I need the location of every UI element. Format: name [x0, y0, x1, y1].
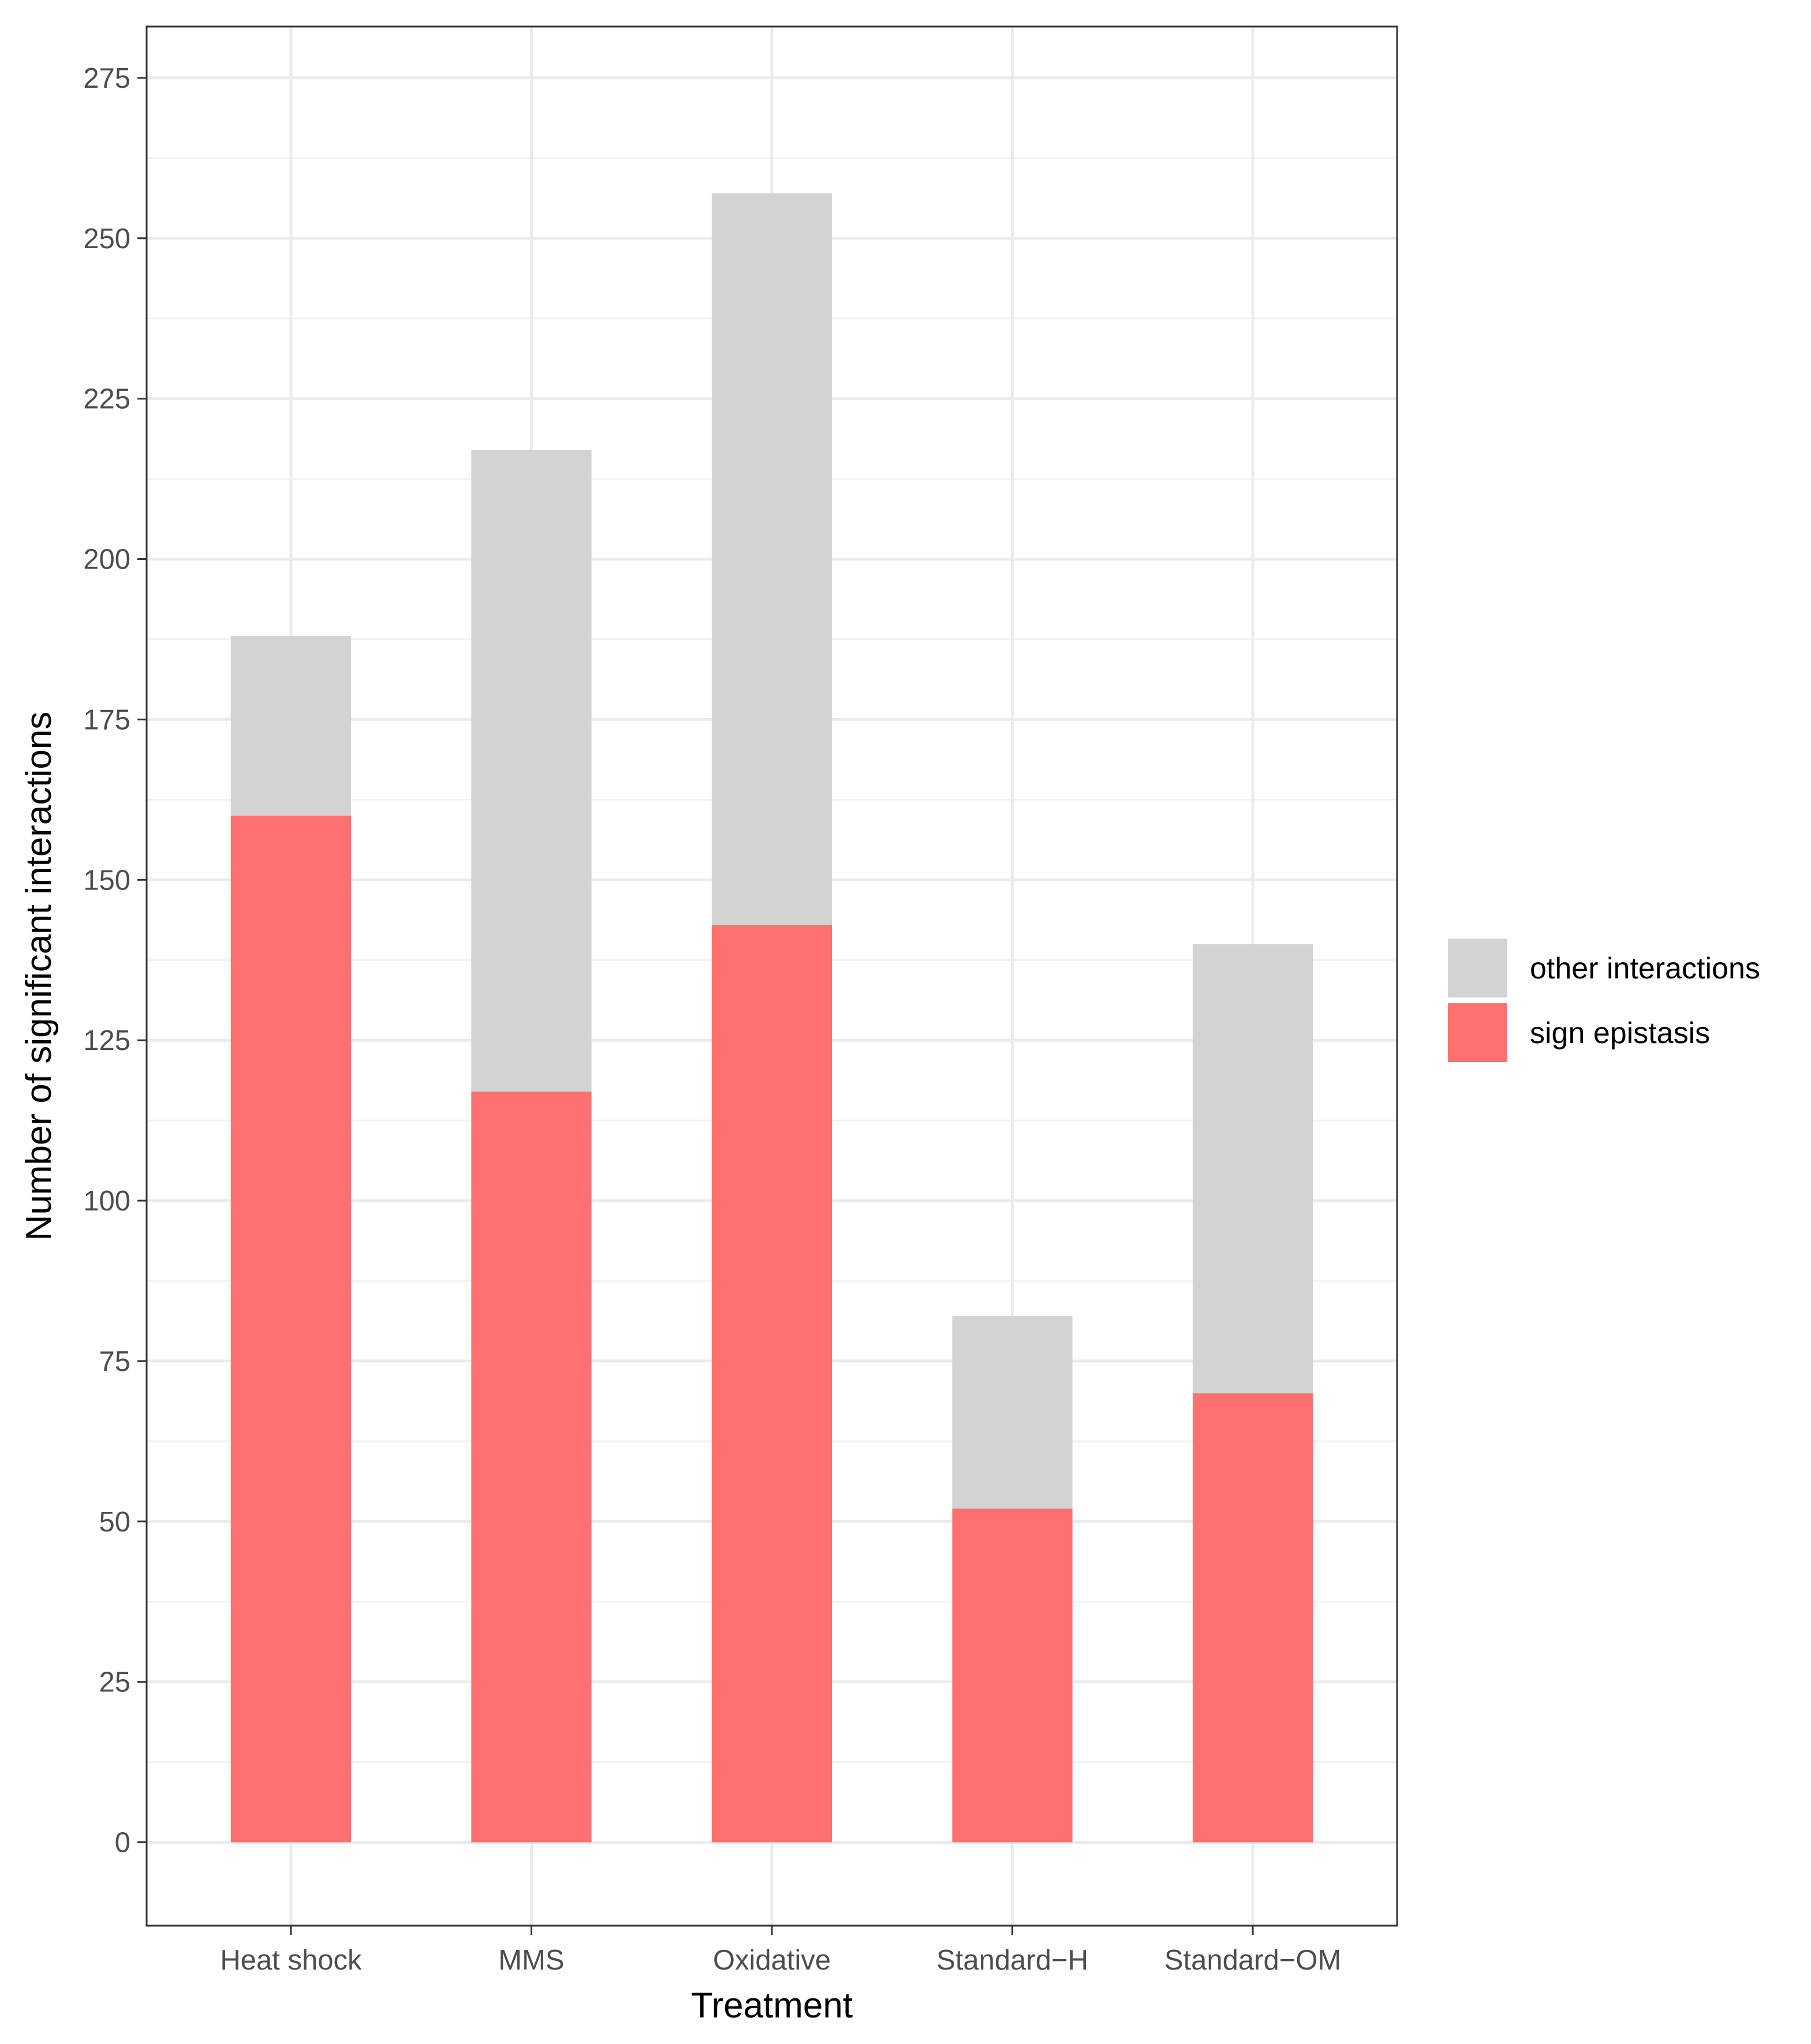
- y-tick-label: 150: [83, 865, 130, 896]
- legend: other interactions sign epistasis: [1448, 939, 1760, 1062]
- bar-sign-epistasis: [711, 925, 832, 1843]
- y-tick-label: 50: [99, 1507, 130, 1538]
- bar-other-interactions: [230, 636, 352, 816]
- x-tick-label: Standard−H: [936, 1945, 1088, 1976]
- y-tick-label: 100: [83, 1186, 130, 1217]
- x-tick-label: Heat shock: [220, 1945, 362, 1976]
- bar-sign-epistasis: [952, 1508, 1073, 1843]
- y-tick-label: 75: [99, 1346, 130, 1377]
- x-axis-title: Treatment: [691, 1986, 853, 2026]
- y-tick-label: 250: [83, 223, 130, 255]
- y-tick-label: 275: [83, 63, 130, 94]
- legend-label-other-interactions: other interactions: [1530, 952, 1760, 985]
- y-tick-label: 25: [99, 1667, 130, 1698]
- bar-other-interactions: [1192, 944, 1313, 1393]
- bar-sign-epistasis: [471, 1092, 592, 1843]
- y-tick-label: 225: [83, 384, 130, 415]
- bars: [230, 193, 1313, 1843]
- x-tick-label: Standard−OM: [1164, 1945, 1341, 1976]
- y-tick-label: 125: [83, 1025, 130, 1056]
- x-tick-label: MMS: [498, 1945, 564, 1976]
- legend-key-sign-epistasis: [1448, 1003, 1507, 1062]
- bar-other-interactions: [711, 193, 832, 925]
- bar-other-interactions: [471, 450, 592, 1092]
- y-axis-title: Number of significant interactions: [19, 712, 59, 1241]
- y-axis: 0 25 50 75 100 125 150 175 200 225 250 275: [83, 63, 147, 1859]
- bar-sign-epistasis: [230, 816, 352, 1843]
- x-axis: Heat shock MMS Oxidative Standard−H Standard…: [220, 1926, 1341, 1976]
- x-tick-label: Oxidative: [713, 1945, 831, 1976]
- legend-key-other-interactions: [1448, 939, 1507, 997]
- y-tick-label: 0: [115, 1828, 130, 1859]
- legend-label-sign-epistasis: sign epistasis: [1530, 1017, 1710, 1050]
- y-tick-label: 175: [83, 704, 130, 735]
- bar-other-interactions: [952, 1316, 1073, 1509]
- y-tick-label: 200: [83, 544, 130, 576]
- bar-sign-epistasis: [1192, 1393, 1313, 1843]
